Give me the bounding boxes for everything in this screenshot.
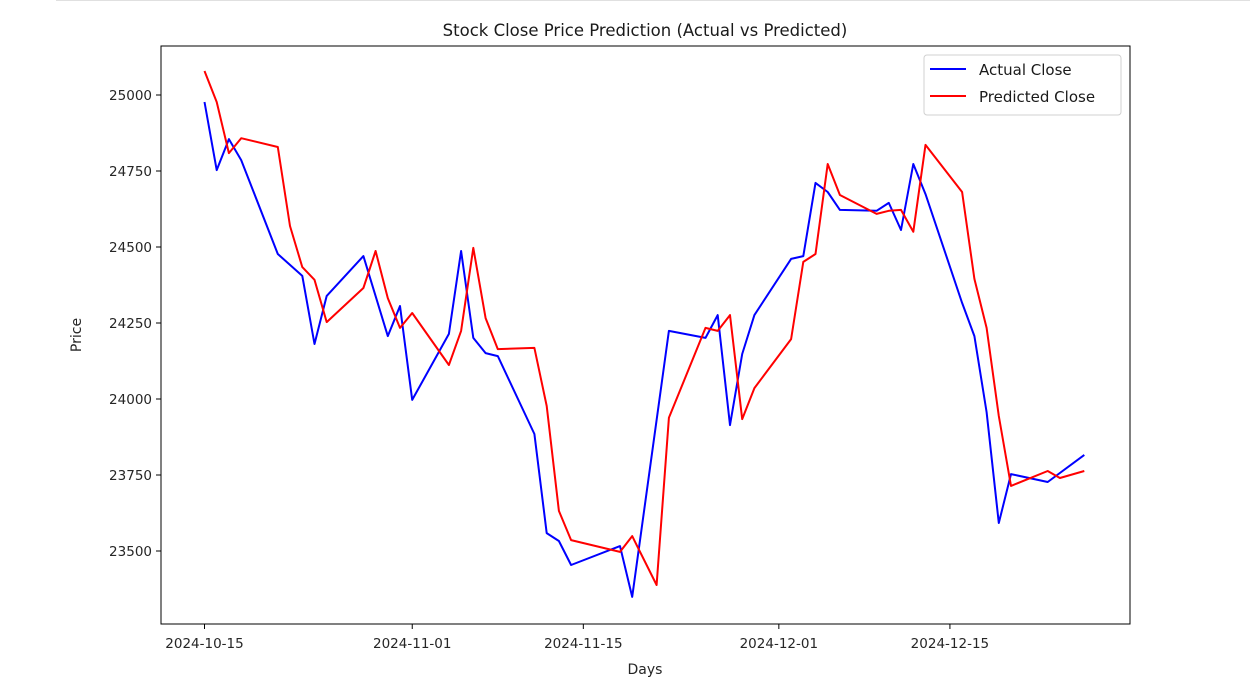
x-tick-label: 2024-10-15	[165, 636, 243, 652]
series-actual-close	[203, 101, 1085, 598]
plot-frame	[160, 45, 1131, 625]
x-axis: 2024-10-15 2024-11-01 2024-11-15 2024-12-01…	[165, 624, 989, 652]
x-axis-title: Days	[628, 662, 663, 678]
x-tick-label: 2024-11-01	[373, 636, 451, 652]
y-axis-title: Price	[69, 318, 85, 352]
chart-title: Stock Close Price Prediction (Actual vs …	[443, 21, 848, 40]
y-axis: 23500 23750 24000 24250 24500 24750 25000	[109, 88, 161, 560]
series-predicted-close	[203, 70, 1085, 586]
y-tick-label: 24750	[109, 164, 152, 180]
x-tick-label: 2024-11-15	[544, 636, 622, 652]
y-tick-label: 23500	[109, 544, 152, 560]
y-tick-label: 24000	[109, 392, 152, 408]
x-tick-label: 2024-12-15	[911, 636, 989, 652]
plot-area	[161, 46, 1130, 624]
y-tick-label: 25000	[109, 88, 152, 104]
series-layer	[203, 70, 1085, 598]
y-tick-label: 24250	[109, 316, 152, 332]
legend-label-predicted: Predicted Close	[979, 88, 1095, 106]
cell-top-border	[56, 0, 1250, 1]
legend: Actual Close Predicted Close	[923, 54, 1122, 116]
y-tick-label: 24500	[109, 240, 152, 256]
y-tick-label: 23750	[109, 468, 152, 484]
legend-label-actual: Actual Close	[979, 61, 1072, 79]
x-tick-label: 2024-12-01	[740, 636, 818, 652]
legend-box	[923, 54, 1122, 116]
